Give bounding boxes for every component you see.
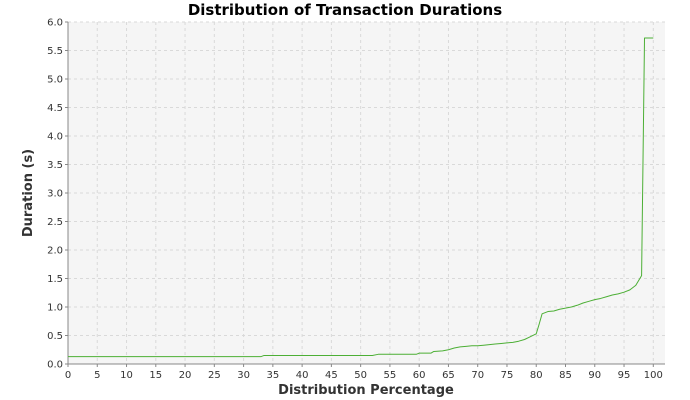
y-tick-label: 4.5 [47,103,63,114]
x-axis-title: Distribution Percentage [278,383,454,398]
gridlines [67,21,665,365]
x-tick-label: 45 [325,370,338,381]
x-tick-label: 20 [179,370,192,381]
x-tick-label: 85 [559,370,572,381]
chart-title: Distribution of Transaction Durations [188,1,502,19]
x-tick-label: 50 [354,370,367,381]
x-tick-label: 95 [618,370,631,381]
y-tick-label: 5.0 [47,75,63,86]
x-tick-label: 10 [120,370,133,381]
y-tick-label: 3.5 [47,160,63,171]
x-tick-label: 55 [384,370,397,381]
y-axis-ticks: 0.0 0.5 1.0 1.5 2.0 2.5 3.0 3.5 4.0 4.5 5.0 5.5 6.0 [47,18,68,371]
y-axis-title: Duration (s) [21,149,36,237]
x-tick-label: 70 [471,370,484,381]
x-tick-label: 90 [588,370,601,381]
x-tick-label: 25 [208,370,221,381]
x-tick-label: 35 [266,370,279,381]
y-tick-label: 4.0 [47,132,63,143]
x-tick-label: 75 [501,370,514,381]
y-tick-label: 0.0 [47,360,63,371]
x-tick-label: 100 [644,370,663,381]
x-tick-label: 65 [442,370,455,381]
y-tick-label: 1.0 [47,303,63,314]
x-tick-label: 0 [65,370,71,381]
series-group [68,37,654,358]
x-tick-label: 60 [413,370,426,381]
y-tick-label: 6.0 [47,18,63,29]
y-tick-label: 5.5 [47,46,63,57]
x-tick-label: 5 [94,370,100,381]
x-tick-label: 80 [530,370,543,381]
plot-area [68,22,665,364]
series-line-0 [68,37,654,358]
x-tick-label: 40 [296,370,309,381]
x-axis-ticks: 0 5 10 15 20 25 30 35 40 45 50 55 60 65 70 75 80 85 90 95 10… [65,364,663,381]
y-tick-label: 1.5 [47,274,63,285]
y-tick-label: 0.5 [47,331,63,342]
x-tick-label: 30 [237,370,250,381]
y-tick-label: 2.0 [47,246,63,257]
x-tick-label: 15 [149,370,162,381]
y-tick-label: 3.0 [47,189,63,200]
y-tick-label: 2.5 [47,217,63,228]
